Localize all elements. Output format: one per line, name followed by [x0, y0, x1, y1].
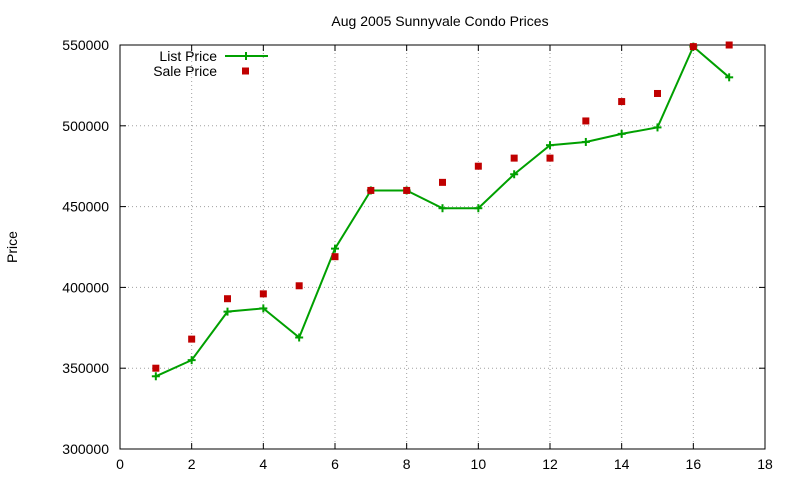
sale-price-point: [439, 178, 446, 186]
axes: 0 2 4 6 8 10 12 14 16 18 300000 350000 400000 450000 5…: [62, 37, 773, 472]
legend-marker-list-price: [242, 52, 250, 60]
y-tick-label: 550000: [62, 37, 109, 53]
x-tick-label: 2: [188, 456, 196, 472]
legend-plus-marker: [242, 52, 250, 60]
list-price-point: [259, 304, 268, 313]
x-tick-label: 6: [331, 456, 339, 472]
y-tick-label: 300000: [62, 441, 109, 457]
list-price-point: [151, 372, 160, 381]
list-price-point: [546, 141, 554, 150]
x-tick-label: 14: [614, 456, 630, 472]
series: [151, 41, 734, 381]
list-price-point: [581, 137, 590, 146]
sale-price-point: [510, 154, 518, 162]
x-tick-label: 10: [471, 456, 487, 472]
plot-frame: [119, 44, 766, 450]
legend-label-sale-price: Sale Price: [153, 63, 217, 79]
y-tick-label: 400000: [62, 279, 109, 295]
list-price-point: [438, 204, 447, 213]
legend-marker-sale-price: [242, 67, 249, 75]
sale-price-point: [259, 290, 267, 298]
sale-price-point: [403, 186, 411, 194]
sale-price-point: [188, 335, 196, 343]
sale-price-point: [618, 98, 626, 106]
grid: [120, 45, 765, 449]
legend-label-list-price: List Price: [159, 48, 217, 64]
y-axis-label: Price: [4, 231, 20, 263]
list-price-point: [295, 333, 304, 342]
x-tick-label: 16: [686, 456, 702, 472]
x-tick-label: 0: [116, 456, 124, 472]
chart-title: Aug 2005 Sunnyvale Condo Prices: [331, 13, 548, 29]
sale-price-point: [152, 364, 160, 372]
sale-price-point: [654, 89, 661, 97]
sale-price-point: [689, 43, 697, 51]
list-price-point: [331, 244, 339, 253]
sale-price-point: [582, 117, 590, 125]
list-price-point: [223, 307, 232, 316]
x-tick-label: 12: [542, 456, 558, 472]
list-price-point: [510, 170, 519, 179]
y-tick-label: 350000: [62, 360, 109, 376]
x-tick-label: 18: [757, 456, 773, 472]
list-price-point: [617, 129, 626, 138]
y-tick-label: 500000: [62, 118, 109, 134]
list-price-point: [474, 204, 483, 213]
list-price-point: [187, 356, 196, 365]
x-tick-label: 8: [403, 456, 411, 472]
x-tick-label: 4: [259, 456, 267, 472]
sale-price-point: [224, 295, 231, 303]
legend: List Price Sale Price: [153, 48, 268, 79]
sale-price-point: [725, 41, 733, 49]
sale-price-point: [367, 186, 375, 194]
y-tick-label: 450000: [62, 199, 109, 215]
sale-price-point: [546, 154, 554, 162]
sale-price-point: [295, 282, 303, 290]
sale-price-point: [331, 253, 339, 261]
list-price-point: [725, 73, 734, 82]
sale-price-point: [474, 162, 482, 170]
list-price-point: [653, 123, 662, 132]
